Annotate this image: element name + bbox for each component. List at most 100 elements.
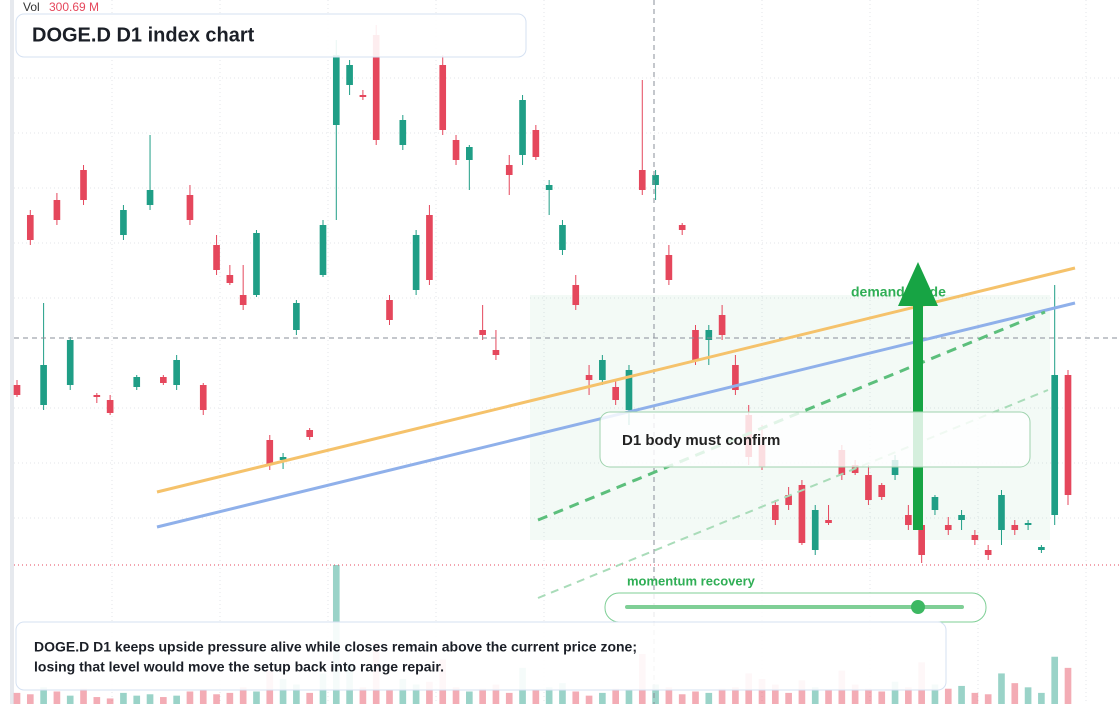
candle-body [865, 475, 872, 500]
candle-body [452, 140, 460, 160]
candle-body [93, 395, 101, 397]
volume-bar [306, 692, 314, 704]
volume-bar [1024, 687, 1032, 704]
volume-bar [199, 690, 207, 704]
candle-body [66, 340, 74, 385]
volume-bar [66, 695, 74, 704]
volume-bar [625, 690, 633, 704]
candle-body [652, 175, 659, 185]
candle-body [186, 195, 194, 220]
volume-bar [771, 684, 779, 704]
candle-body [984, 550, 992, 555]
candle-body [625, 370, 633, 410]
candle-body [293, 303, 300, 330]
candle-body [386, 300, 393, 320]
volume-bar [505, 692, 513, 704]
note-box [15, 621, 947, 691]
volume-bar [532, 690, 540, 704]
candle-body [878, 485, 886, 497]
candle-body [559, 225, 566, 250]
candle-body [53, 200, 61, 220]
candle-body [1024, 523, 1032, 525]
candle-body [359, 95, 367, 97]
candle-body [266, 440, 274, 465]
volume-bar [279, 678, 287, 704]
candle-body [253, 233, 260, 295]
volume-bar [971, 692, 979, 704]
volume-bar [106, 698, 114, 704]
volume-bar [399, 678, 407, 704]
volume-bar [1038, 692, 1045, 704]
volume-bar [905, 687, 912, 704]
candle-body [319, 225, 327, 275]
candle-body [612, 387, 619, 400]
candle-body [825, 520, 832, 523]
candle-body [532, 130, 540, 157]
volume-bar [26, 694, 34, 704]
volume-bar [386, 690, 393, 704]
volume-bar [1064, 667, 1072, 704]
candle-body [585, 375, 593, 380]
volume-bar [718, 688, 726, 704]
candle-body [718, 315, 726, 335]
volume-bar [412, 684, 420, 704]
volume-bar [479, 688, 486, 704]
candle-body [678, 225, 686, 230]
candle-body [40, 365, 47, 405]
volume-bar [53, 691, 61, 704]
volume-bar [931, 684, 939, 704]
candles [13, 25, 1072, 563]
candle-body [771, 505, 779, 520]
trend-line-light [537, 389, 1049, 599]
candle-body [692, 330, 699, 360]
candle-body [1038, 547, 1045, 550]
candle-body [80, 170, 87, 200]
arrow-head [898, 262, 938, 306]
candle-body [958, 515, 965, 520]
candle-body [26, 215, 34, 240]
volume-bar [452, 687, 460, 704]
volume-bar [253, 691, 260, 704]
volume-readout-value: 300.69 M [49, 0, 99, 14]
candle-body [226, 275, 234, 283]
volume-bar [665, 687, 673, 704]
note-line: losing that level would move the setup b… [34, 659, 444, 675]
candle-body [346, 65, 353, 85]
candle-body [173, 360, 180, 385]
candle-body [1011, 525, 1019, 530]
slider-knob [911, 600, 925, 614]
volume-bar [1051, 656, 1059, 704]
candle-body [732, 365, 739, 390]
candle-body [572, 285, 580, 305]
volume-bar [851, 684, 859, 704]
volume-bar [572, 691, 580, 704]
volume-bar [213, 694, 220, 704]
candle-body [798, 485, 806, 543]
confirm-label: D1 body must confirm [622, 432, 780, 449]
candle-body [811, 510, 819, 550]
candle-body [13, 385, 21, 395]
candle-body [705, 330, 713, 340]
candle-body [399, 120, 407, 145]
candle-body [306, 430, 314, 437]
candle-body [905, 515, 912, 525]
candle-body [1051, 375, 1059, 515]
volume-bar [585, 695, 593, 704]
volume-bar [492, 684, 500, 704]
grid [14, 0, 1120, 704]
volume-bar [652, 684, 659, 704]
volume-bar [758, 678, 766, 704]
volume-bar [293, 684, 300, 704]
candle-body [106, 400, 114, 413]
candle-body [505, 165, 513, 175]
chart-title: DOGE.D D1 index chart [32, 24, 255, 46]
volume-bar [678, 694, 686, 704]
note-line: DOGE.D D1 keeps upside pressure alive wh… [34, 639, 637, 655]
momentum-label: momentum recovery [627, 573, 756, 588]
volume-bar [984, 694, 992, 704]
volume-bar [93, 697, 101, 704]
candle-body [599, 360, 606, 380]
candle-body [439, 65, 447, 130]
